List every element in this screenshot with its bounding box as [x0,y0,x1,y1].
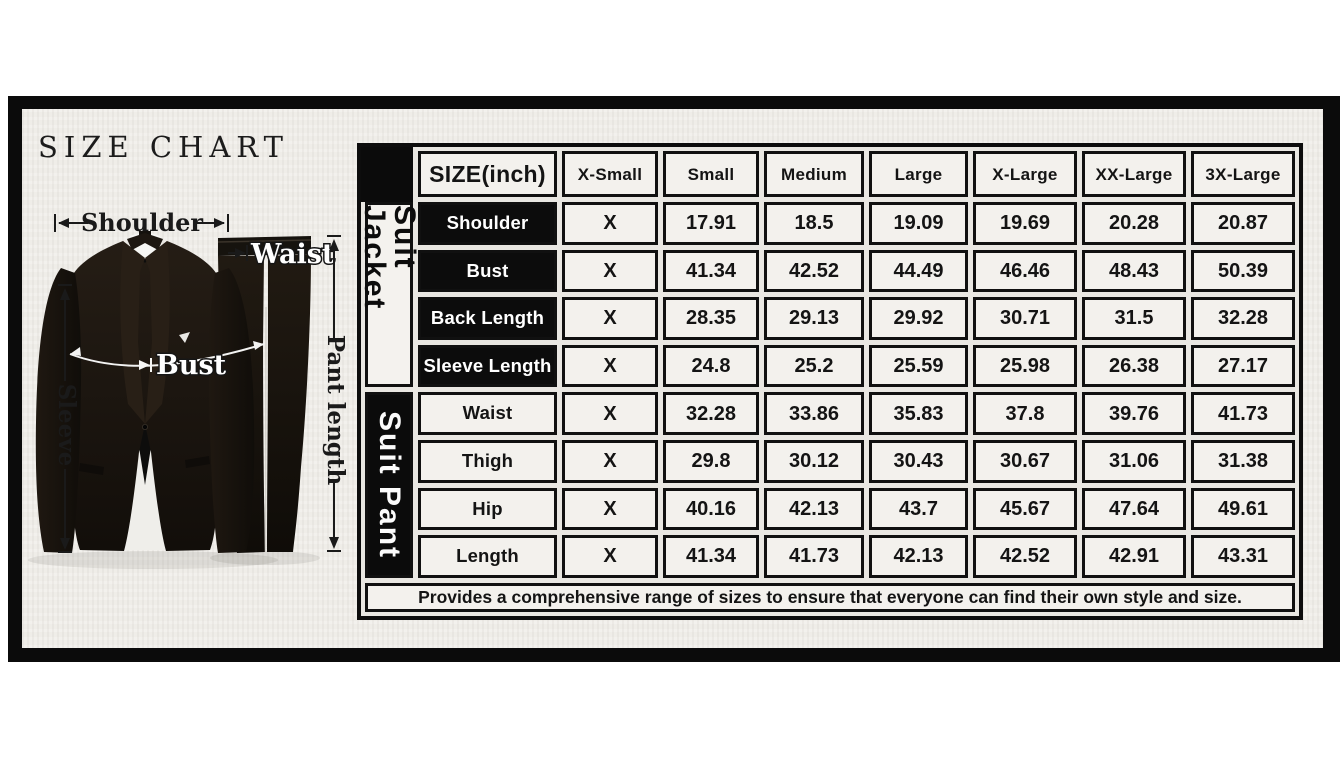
value-cell-shoulder-x-large: 19.69 [973,202,1077,245]
suit-jacket-figure [35,231,255,553]
size-table: SIZE(inch) X-Small Small Medium Large X-Large… [357,143,1303,620]
row-label-sleeve-length: Sleeve Length [418,344,557,388]
page-title: SIZE CHART [38,130,289,164]
size-unit-header-cell: SIZE(inch) [418,151,557,197]
value-cell-waist-x-small: X [562,392,658,435]
value-cell-sleeve-length-small: 24.8 [663,344,759,388]
corner-cell [361,147,413,202]
group-band-suit-jacket: Suit Jacket [358,202,421,388]
value-cell-back-length-medium: 29.13 [764,297,864,340]
value-cell-waist-medium: 33.86 [764,392,864,435]
bust-annotation-label: Bust [156,350,227,381]
value-cell-bust-x-small: X [562,249,658,293]
column-header-small: Small [663,151,759,197]
value-cell-back-length-small: 28.35 [663,297,759,340]
sleeve-annotation-label: Sleeve [53,384,80,467]
waist-annotation: Waist [228,238,336,272]
value-cell-shoulder-small: 17.91 [663,202,759,245]
value-cell-length-medium: 41.73 [764,535,864,578]
value-cell-shoulder-medium: 18.5 [764,202,864,245]
value-cell-bust-x-large: 46.46 [973,249,1077,293]
value-cell-thigh-x-large: 30.67 [973,439,1077,483]
value-cell-sleeve-length-x-large: 25.98 [973,344,1077,388]
value-cell-hip-small: 40.16 [663,487,759,531]
row-label-back-length: Back Length [418,297,557,340]
value-cell-back-length-xx-large: 31.5 [1082,297,1186,340]
value-cell-length-x-small: X [562,535,658,578]
value-cell-length-3x-large: 43.31 [1191,535,1295,578]
row-label-waist: Waist [418,392,557,435]
row-label-hip: Hip [418,487,557,531]
value-cell-hip-medium: 42.13 [764,487,864,531]
value-cell-waist-large: 35.83 [869,392,968,435]
value-cell-back-length-3x-large: 32.28 [1191,297,1295,340]
value-cell-waist-small: 32.28 [663,392,759,435]
value-cell-sleeve-length-x-small: X [562,344,658,388]
footer-note: Provides a comprehensive range of sizes … [365,582,1295,612]
value-cell-bust-small: 41.34 [663,249,759,293]
value-cell-thigh-xx-large: 31.06 [1082,439,1186,483]
value-cell-bust-medium: 42.52 [764,249,864,293]
group-band-suit-pant: Suit Pant [365,392,413,578]
column-header-xx-large: XX-Large [1082,151,1186,197]
value-cell-shoulder-x-small: X [562,202,658,245]
waist-annotation-label: Waist [250,239,335,270]
value-cell-thigh-small: 29.8 [663,439,759,483]
value-cell-thigh-medium: 30.12 [764,439,864,483]
value-cell-thigh-large: 30.43 [869,439,968,483]
value-cell-thigh-3x-large: 31.38 [1191,439,1295,483]
value-cell-waist-xx-large: 39.76 [1082,392,1186,435]
value-cell-shoulder-large: 19.09 [869,202,968,245]
value-cell-hip-3x-large: 49.61 [1191,487,1295,531]
value-cell-sleeve-length-3x-large: 27.17 [1191,344,1295,388]
value-cell-back-length-x-small: X [562,297,658,340]
value-cell-hip-x-large: 45.67 [973,487,1077,531]
value-cell-hip-xx-large: 47.64 [1082,487,1186,531]
row-label-shoulder: Shoulder [418,202,557,245]
textured-panel: SIZE CHART [22,109,1323,648]
value-cell-sleeve-length-large: 25.59 [869,344,968,388]
value-cell-bust-3x-large: 50.39 [1191,249,1295,293]
black-frame: SIZE CHART [8,96,1340,662]
value-cell-sleeve-length-xx-large: 26.38 [1082,344,1186,388]
column-header-3x-large: 3X-Large [1191,151,1295,197]
value-cell-length-xx-large: 42.91 [1082,535,1186,578]
row-label-bust: Bust [418,249,557,293]
row-label-length: Length [418,535,557,578]
pant-length-annotation-label: Pant length [322,335,349,486]
value-cell-thigh-x-small: X [562,439,658,483]
value-cell-back-length-large: 29.92 [869,297,968,340]
pant-length-annotation: Pant length [322,235,349,552]
value-cell-bust-large: 44.49 [869,249,968,293]
sleeve-annotation: Sleeve [53,284,80,553]
value-cell-hip-large: 43.7 [869,487,968,531]
column-header-x-small: X-Small [562,151,658,197]
value-cell-back-length-x-large: 30.71 [973,297,1077,340]
column-header-x-large: X-Large [973,151,1077,197]
shoulder-annotation-label: Shoulder [81,208,203,237]
value-cell-sleeve-length-medium: 25.2 [764,344,864,388]
value-cell-hip-x-small: X [562,487,658,531]
row-label-thigh: Thigh [418,439,557,483]
column-header-medium: Medium [764,151,864,197]
value-cell-length-x-large: 42.52 [973,535,1077,578]
figure-shadow [28,551,320,569]
value-cell-shoulder-xx-large: 20.28 [1082,202,1186,245]
value-cell-length-small: 41.34 [663,535,759,578]
value-cell-shoulder-3x-large: 20.87 [1191,202,1295,245]
value-cell-waist-3x-large: 41.73 [1191,392,1295,435]
bust-annotation: Bust [69,341,265,383]
value-cell-length-large: 42.13 [869,535,968,578]
suit-illustration: Shoulder Waist Bust [28,208,349,569]
value-cell-waist-x-large: 37.8 [973,392,1077,435]
value-cell-bust-xx-large: 48.43 [1082,249,1186,293]
column-header-large: Large [869,151,968,197]
shoulder-annotation: Shoulder [54,208,229,237]
